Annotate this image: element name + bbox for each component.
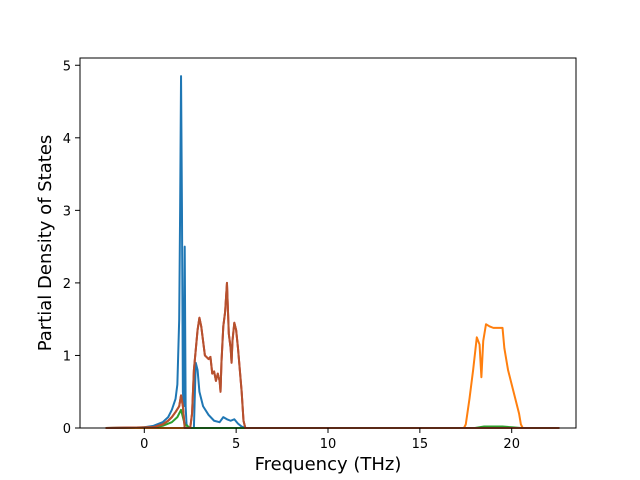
series-line-2: [105, 323, 560, 429]
y-tick-label: 4: [63, 132, 71, 147]
y-tick-label: 1: [63, 349, 71, 364]
x-tick-label: 5: [232, 437, 240, 452]
series-line-1: [105, 75, 560, 429]
series-layer: [105, 75, 560, 429]
axes-frame: [79, 57, 577, 429]
series-line-3: [105, 408, 560, 429]
x-tick-label: 15: [412, 437, 429, 452]
y-axis-label: Partial Density of States: [35, 135, 56, 352]
x-axis-label: Frequency (THz): [255, 454, 402, 475]
x-tick-label: 0: [140, 437, 148, 452]
y-tick-label: 0: [63, 422, 71, 437]
y-tick-label: 5: [63, 59, 71, 74]
x-axis-ticks: 0 5 10 15 20: [140, 428, 520, 452]
x-tick-label: 20: [503, 437, 520, 452]
y-tick-label: 2: [63, 277, 71, 292]
series-line-5: [105, 281, 560, 429]
y-tick-label: 3: [63, 204, 71, 219]
y-axis-ticks: 0 1 2 3 4 5: [63, 59, 80, 437]
x-tick-label: 10: [320, 437, 337, 452]
